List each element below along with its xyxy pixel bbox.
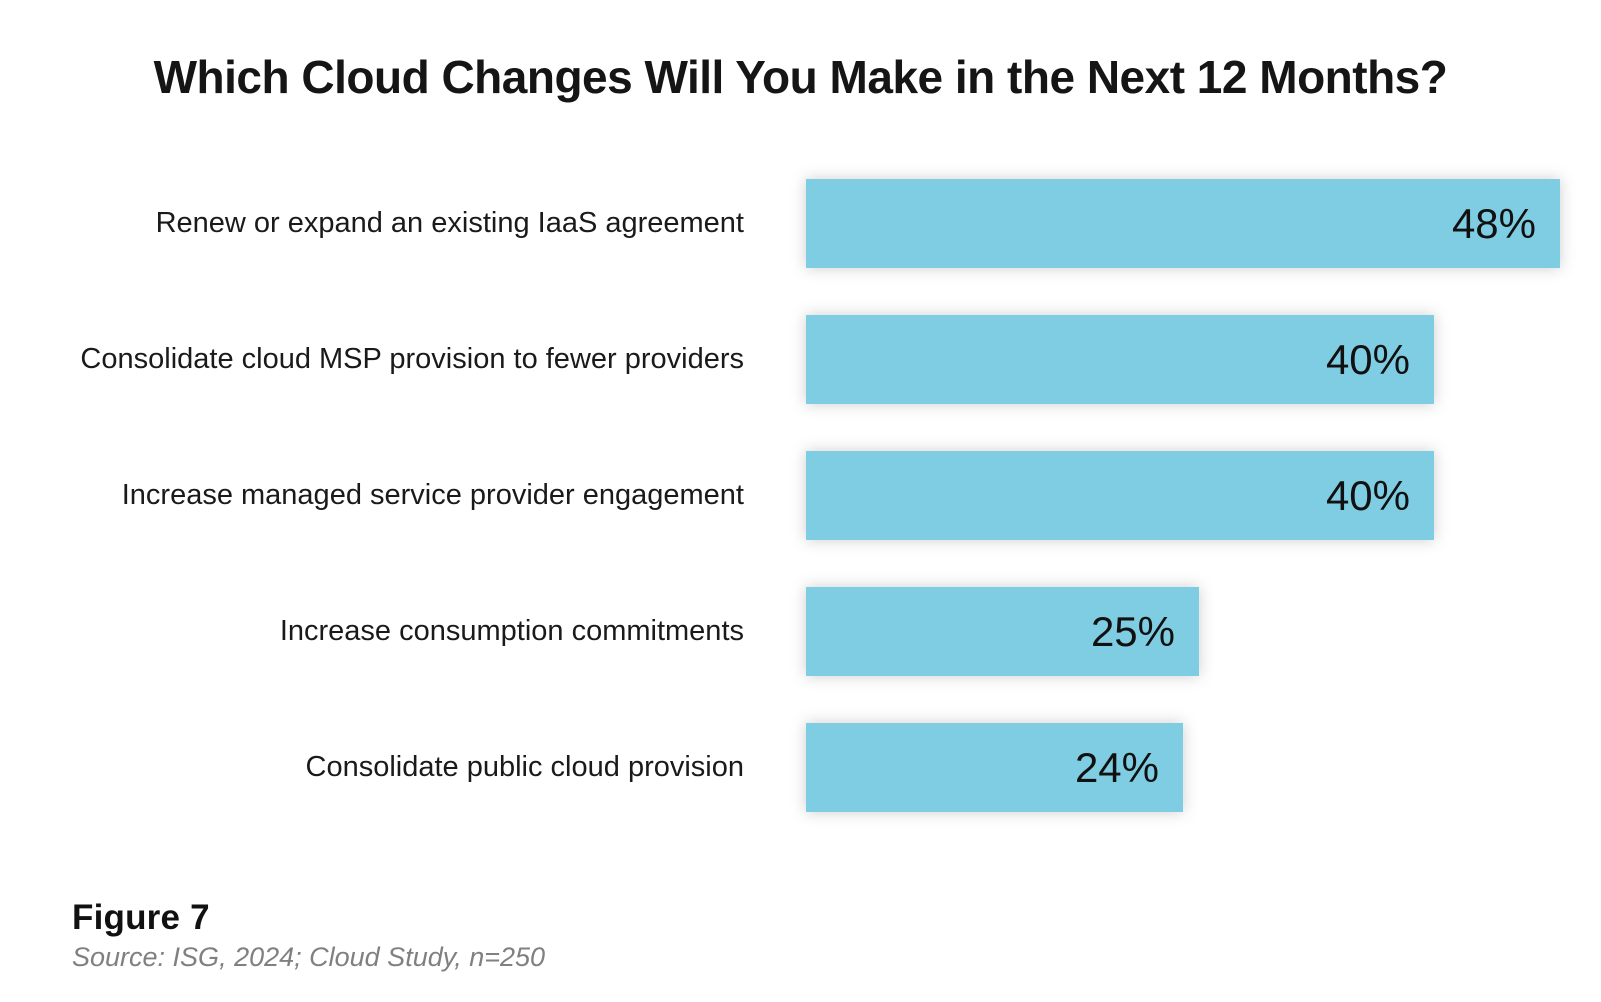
figure-label: Figure 7 bbox=[72, 898, 210, 937]
bar: 24% bbox=[806, 723, 1183, 812]
bar-chart: Renew or expand an existing IaaS agreeme… bbox=[0, 179, 1601, 859]
category-label: Renew or expand an existing IaaS agreeme… bbox=[155, 206, 744, 239]
bar-track: 24% bbox=[806, 723, 1601, 812]
category-label: Increase managed service provider engage… bbox=[121, 478, 744, 511]
source-note: Source: ISG, 2024; Cloud Study, n=250 bbox=[72, 942, 546, 972]
value-label: 25% bbox=[1090, 607, 1175, 655]
bar-track: 48% bbox=[806, 179, 1601, 268]
value-label: 24% bbox=[1074, 743, 1159, 791]
chart-title: Which Cloud Changes Will You Make in the… bbox=[153, 51, 1448, 103]
bar: 40% bbox=[806, 451, 1434, 540]
bar: 40% bbox=[806, 315, 1434, 404]
bar-track: 25% bbox=[806, 587, 1601, 676]
category-label: Consolidate public cloud provision bbox=[305, 750, 744, 783]
category-label: Consolidate cloud MSP provision to fewer… bbox=[80, 342, 744, 375]
bar: 48% bbox=[806, 179, 1560, 268]
value-label: 48% bbox=[1451, 199, 1536, 247]
chart-row: Increase managed service provider engage… bbox=[0, 451, 1601, 540]
category-label: Increase consumption commitments bbox=[279, 614, 744, 647]
chart-row: Consolidate public cloud provision 24% bbox=[0, 723, 1601, 812]
chart-row: Renew or expand an existing IaaS agreeme… bbox=[0, 179, 1601, 268]
bar-track: 40% bbox=[806, 451, 1601, 540]
bar: 25% bbox=[806, 587, 1199, 676]
chart-row: Consolidate cloud MSP provision to fewer… bbox=[0, 315, 1601, 404]
bar-track: 40% bbox=[806, 315, 1601, 404]
value-label: 40% bbox=[1325, 471, 1410, 519]
value-label: 40% bbox=[1325, 335, 1410, 383]
figure-footer: Figure 7 Source: ISG, 2024; Cloud Study,… bbox=[72, 898, 545, 973]
chart-row: Increase consumption commitments 25% bbox=[0, 587, 1601, 676]
